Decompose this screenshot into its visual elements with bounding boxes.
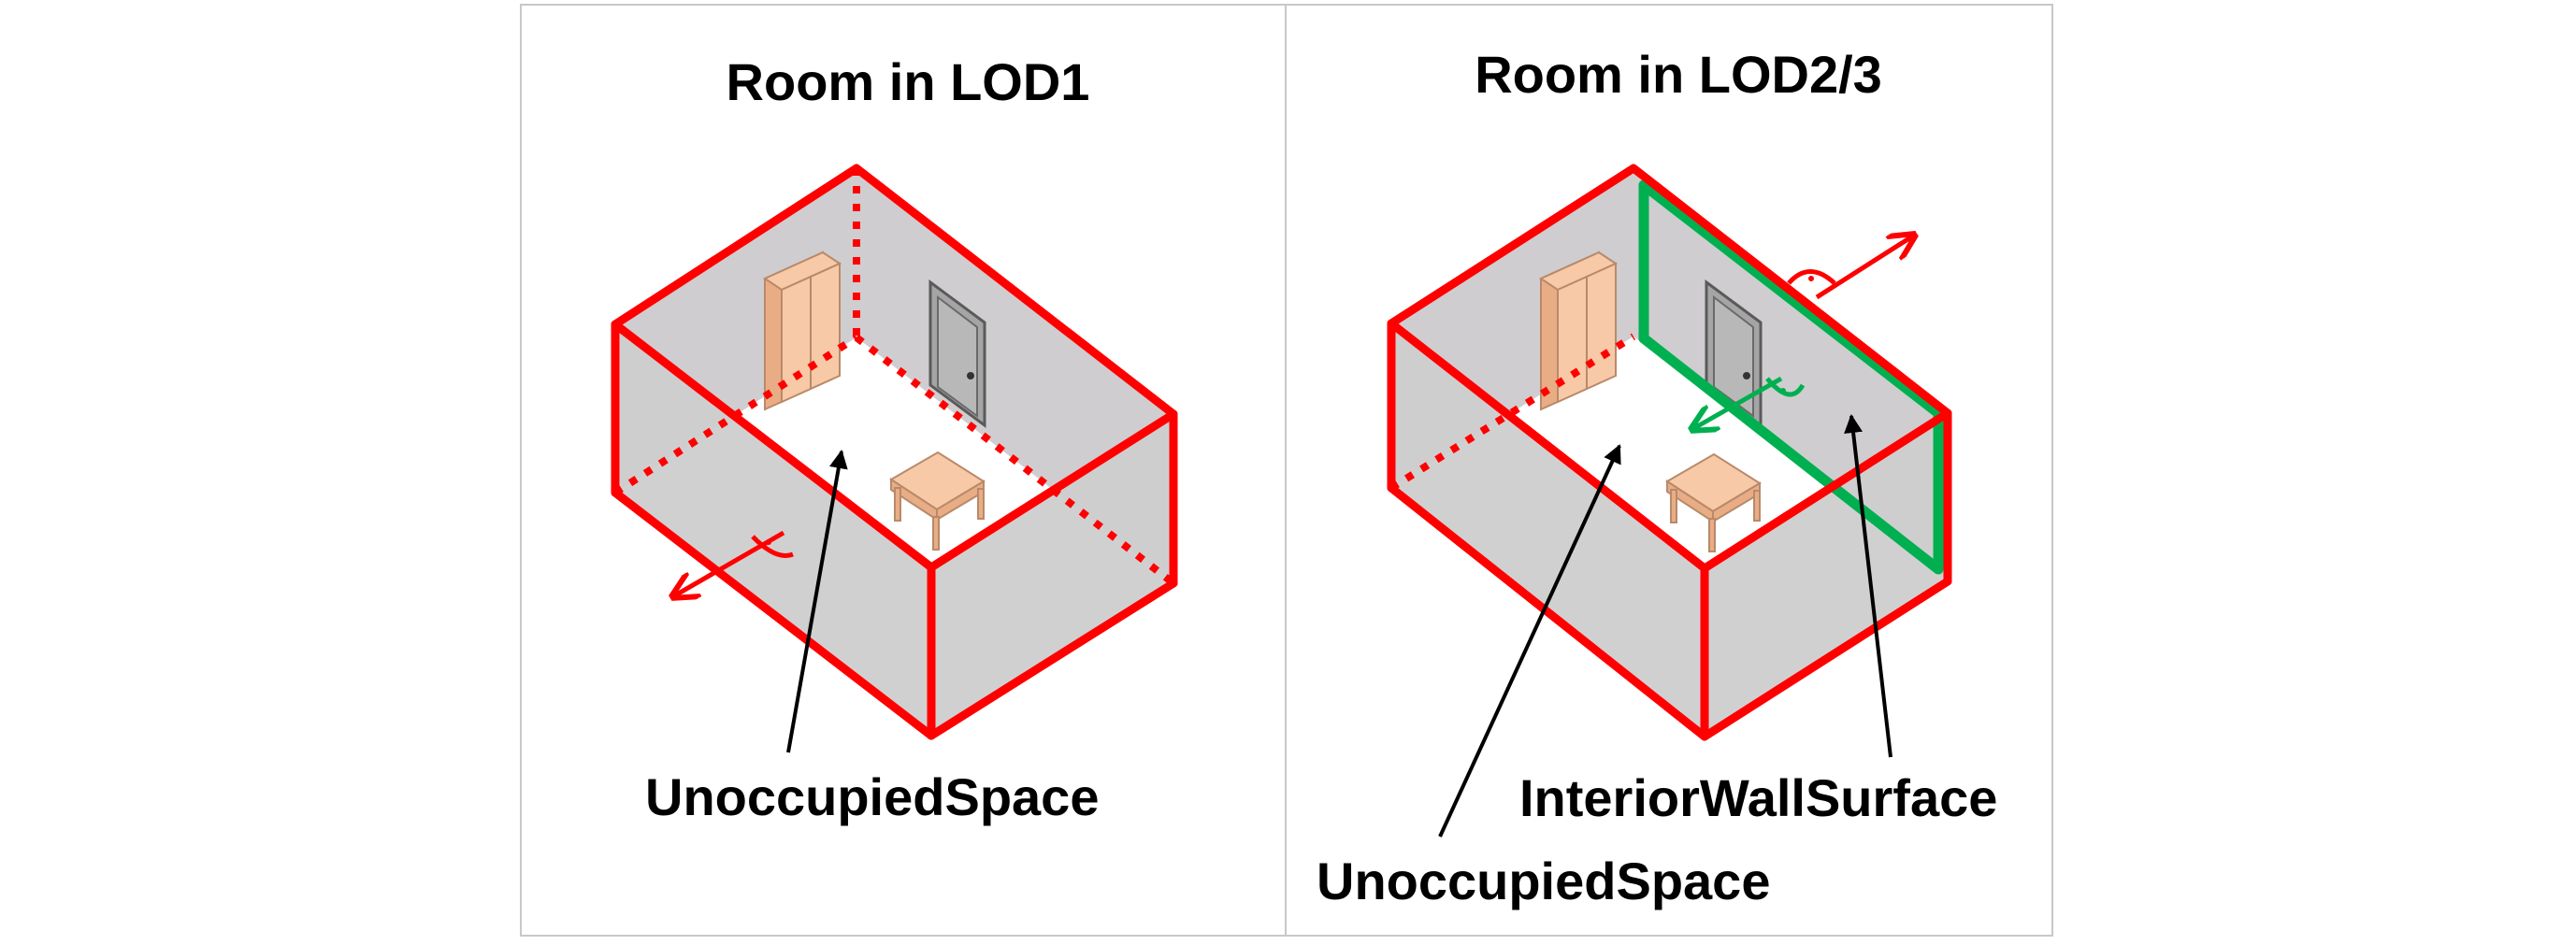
door-icon: [1705, 279, 1763, 428]
panel-title: Room in LOD2/3: [1475, 45, 1882, 104]
table-icon: [889, 451, 986, 551]
interior-wall-surface-outline: [1638, 179, 1944, 575]
leader-line: [1844, 414, 1892, 758]
outward-normal-icon: [675, 530, 794, 595]
panel-border: [1285, 4, 2053, 937]
panel-lod2-3: Room in LOD2/3: [1285, 4, 2053, 937]
front-left-wall: [615, 324, 931, 736]
wardrobe-icon: [762, 251, 842, 411]
interior-wall-surface-label: InteriorWallSurface: [1519, 768, 1997, 827]
front-left-wall: [1391, 323, 1705, 737]
outward-normal-icon: [1787, 236, 1912, 300]
wardrobe-icon: [1538, 251, 1619, 411]
leader-line: [786, 450, 848, 753]
unoccupied-space-label: UnoccupiedSpace: [645, 767, 1099, 826]
leader-line: [1438, 444, 1621, 838]
front-right-wall: [1705, 413, 1948, 737]
unoccupied-space-label: UnoccupiedSpace: [1317, 852, 1770, 910]
door-icon: [928, 279, 986, 428]
panel-title: Room in LOD1: [727, 52, 1090, 111]
surface-normal-icon: [1694, 376, 1806, 428]
front-right-wall: [931, 414, 1173, 736]
panel-lod1: Room in LOD1: [520, 4, 1287, 937]
table-icon: [1665, 452, 1762, 552]
